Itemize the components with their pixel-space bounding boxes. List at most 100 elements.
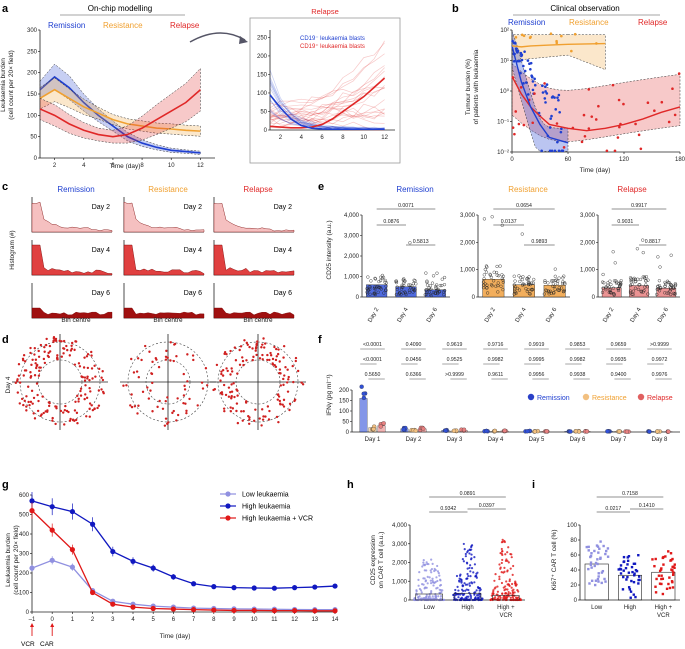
a-ytick-label: 100 <box>27 113 38 119</box>
b-point-remission <box>557 98 560 102</box>
d-cell-dot <box>86 375 89 378</box>
h-ytick-label: 4,000 <box>392 523 408 529</box>
panel-f: f IFNγ (pg ml⁻¹) 0 50 100 150 200 Day 1 <0.000… <box>318 334 680 443</box>
h-point <box>418 571 421 574</box>
h-point <box>501 538 504 541</box>
d-ring-inner <box>235 359 281 405</box>
d-cell-dot <box>88 402 92 405</box>
h-point <box>417 578 420 581</box>
b-point-resistance <box>555 41 559 45</box>
g-point <box>312 584 318 590</box>
i-point <box>671 586 675 589</box>
f-point <box>624 429 630 434</box>
d-cell-dot <box>75 411 79 415</box>
b-legend-resistance: Resistance <box>569 18 609 27</box>
d-cell-dot <box>33 374 37 377</box>
f-pvalue-row2: 0.9995 <box>529 357 545 363</box>
a-xtick-label: 2 <box>53 163 57 169</box>
i-point <box>621 588 625 591</box>
d-cell-dot <box>16 379 19 383</box>
e-point <box>557 288 561 292</box>
i-point <box>655 577 658 581</box>
i-ytick-label: 40 <box>570 568 577 574</box>
f-pvalue-row1: 0.9919 <box>529 342 545 348</box>
h-plot: 0 1,000 2,000 3,000 4,000 Low High High + VCR 0.0… <box>392 491 525 619</box>
b-point-relapse <box>634 122 637 126</box>
a-inset-xtick-label: 2 <box>279 135 283 141</box>
e-xcat-label: Day 2 <box>484 306 497 323</box>
e-point <box>397 291 402 295</box>
f-pvalue-row3: 0.9956 <box>529 372 545 378</box>
d-cell-dot <box>219 379 222 382</box>
a-inset-trace-relapse <box>269 86 385 121</box>
f-pvalue-row1: 0.9659 <box>611 342 627 348</box>
h-point <box>457 589 460 592</box>
g-xtick-label: 10 <box>251 617 258 623</box>
e-plot: 0 1,000 2,000 3,000 4,000 Day 2 Day 4 Day 6 0.00… <box>344 203 680 324</box>
h-point <box>501 550 504 553</box>
e-point <box>384 284 388 288</box>
e-point <box>551 279 555 283</box>
e-point <box>411 282 415 286</box>
d-cell-dot <box>74 400 77 404</box>
a-inset-title: Relapse <box>311 7 339 16</box>
i-point <box>662 555 665 559</box>
f-ytick-label: 50 <box>342 420 349 426</box>
e-point <box>546 281 550 285</box>
d-cell-dot <box>242 410 245 413</box>
d-cell-dot <box>31 358 34 361</box>
d-cell-dot <box>43 361 47 365</box>
panel-label-f: f <box>318 334 322 346</box>
f-point <box>617 429 622 434</box>
a-inset-xtick-label: 10 <box>360 135 367 141</box>
i-point <box>597 551 600 554</box>
e-point <box>638 277 643 282</box>
h-point <box>507 593 510 596</box>
h-point <box>506 588 509 591</box>
h-pvalue: 0.0891 <box>460 491 476 497</box>
a-inset-trace-relapse <box>269 104 385 119</box>
h-point <box>454 588 457 592</box>
f-xcat-label: Day 1 <box>365 437 381 443</box>
b-point-resistance <box>514 36 518 39</box>
d-cell-dot <box>254 408 257 411</box>
d-cell-dot <box>227 386 231 389</box>
d-cell-dot <box>183 384 186 388</box>
d-cell-dot <box>248 416 251 419</box>
e-point <box>563 281 567 285</box>
h-point <box>463 593 466 596</box>
h-point <box>509 552 512 556</box>
e-xcat-label: Day 4 <box>515 306 528 323</box>
d-cell-dot <box>279 384 283 387</box>
d-cell-dot <box>260 424 263 427</box>
h-point <box>430 590 433 593</box>
b-point-relapse <box>671 87 674 91</box>
b-ytick-label: 10² <box>500 28 509 34</box>
h-ylabel-1: CD25 expression <box>370 535 377 585</box>
e-ytick-label: 1,000 <box>460 268 476 274</box>
d-cell-dot <box>73 409 77 412</box>
e-point <box>673 282 677 286</box>
e-ytick-label: 1,000 <box>344 275 360 281</box>
e-point <box>411 287 415 292</box>
b-xlabel: Time (day) <box>580 167 611 174</box>
e-point <box>549 279 554 283</box>
h-point <box>420 591 423 594</box>
i-point <box>630 565 634 569</box>
h-ytick-label: 2,000 <box>392 561 408 567</box>
e-point <box>663 284 667 288</box>
d-cell-dot <box>241 359 245 363</box>
e-point <box>632 276 636 280</box>
e-point <box>527 275 531 279</box>
i-point <box>604 580 607 583</box>
h-point <box>470 581 473 584</box>
d-cell-dot <box>278 368 282 371</box>
d-cell-dot <box>34 366 38 370</box>
i-point <box>585 545 588 549</box>
e-point <box>543 279 547 283</box>
i-point <box>603 577 606 581</box>
b-point-relapse <box>613 149 617 153</box>
d-cell-dot <box>89 390 92 393</box>
d-cell-dot <box>233 395 236 399</box>
panel-c: c Remission Resistance Relapse Day 2Day … <box>2 181 295 324</box>
